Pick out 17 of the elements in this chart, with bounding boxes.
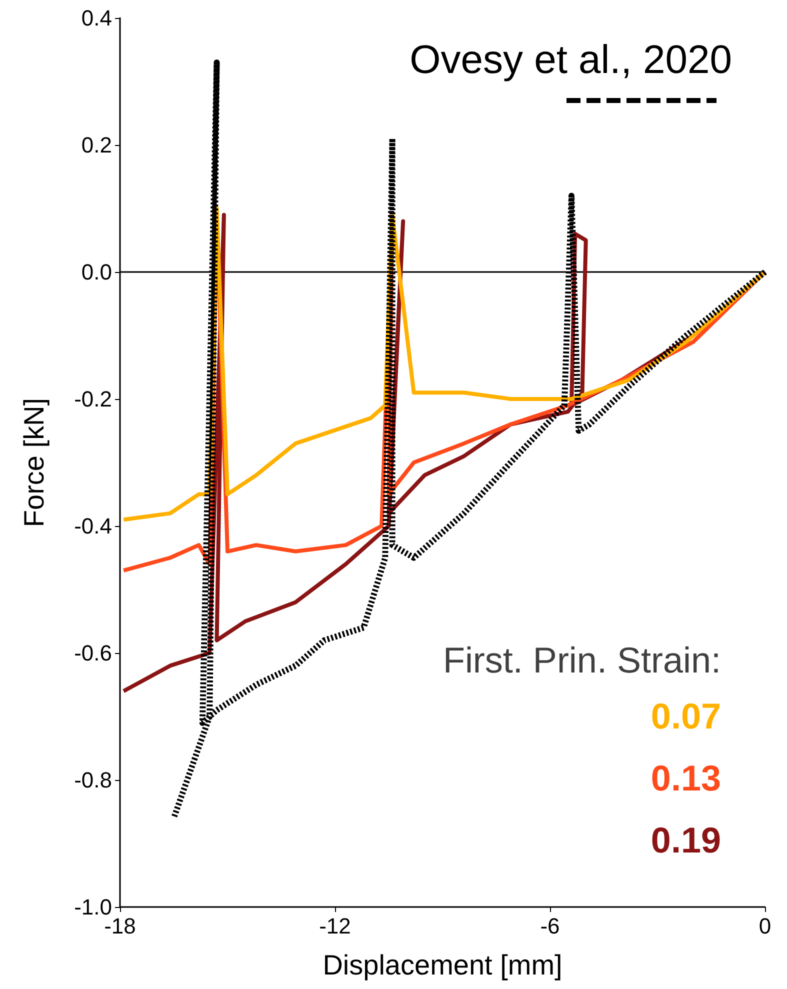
text: 0.19	[650, 820, 722, 860]
y-tick-label: -0.8	[74, 768, 112, 792]
text: 0.07	[650, 696, 722, 736]
y-tick-label: -0.6	[74, 640, 112, 666]
y-tick-label: 0.2	[81, 132, 112, 158]
y-tick-label: -0.4	[74, 514, 112, 538]
y-tick-label: 0.4	[81, 6, 112, 30]
series-label: Ovesy et al., 2020	[410, 38, 732, 82]
x-axis-title: Displacement [mm]	[322, 950, 562, 980]
y-tick-label: -0.2	[74, 386, 112, 412]
legend-title: First. Prin. Strain:	[442, 640, 722, 680]
y-axis-title: Force [kN]	[18, 398, 50, 528]
text: 0.13	[650, 758, 722, 798]
y-tick-label: 0.0	[81, 260, 112, 284]
x-tick-label: -12	[319, 914, 351, 938]
x-tick-label: -6	[540, 914, 560, 938]
x-tick-label: 0	[758, 914, 772, 938]
